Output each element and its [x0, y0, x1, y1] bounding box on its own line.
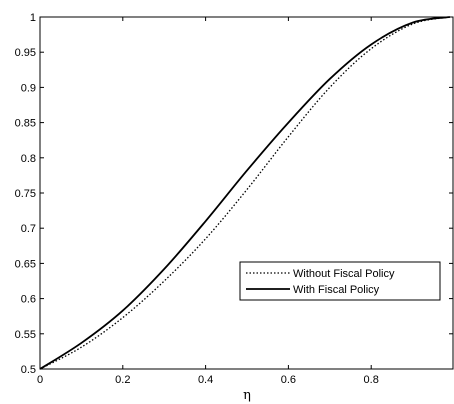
- y-tick-label: 0.95: [15, 47, 36, 59]
- y-tick-label: 0.85: [15, 118, 36, 130]
- y-tick-label: 0.55: [15, 329, 36, 341]
- legend: Without Fiscal Policy With Fiscal Policy: [239, 261, 441, 301]
- x-tick-label: 0.6: [281, 374, 296, 386]
- y-tick-label: 0.75: [15, 188, 36, 200]
- legend-label: With Fiscal Policy: [293, 284, 380, 296]
- y-tick-label: 0.65: [15, 258, 36, 270]
- x-tick-label: 0.4: [198, 374, 213, 386]
- series-line-with-fiscal-policy: [39, 16, 450, 370]
- y-axis-ticks: 0.5 0.55 0.6 0.65 0.7 0.75 0.8 0.85 0.9 0.95 1: [15, 12, 453, 376]
- x-tick-label: 0: [37, 374, 43, 386]
- y-tick-label: 0.8: [21, 153, 36, 165]
- legend-label: Without Fiscal Policy: [293, 268, 395, 280]
- y-tick-label: 0.7: [21, 223, 36, 235]
- y-tick-label: 0.9: [21, 82, 36, 94]
- plot-area: [40, 17, 453, 369]
- y-tick-label: 0.6: [21, 294, 36, 306]
- x-axis-label: η: [243, 388, 251, 403]
- x-tick-label: 0.2: [115, 374, 130, 386]
- series-lines: [39, 16, 450, 370]
- x-axis-ticks: 0 0.2 0.4 0.6 0.8: [37, 17, 379, 386]
- legend-box: [239, 261, 441, 301]
- x-tick-label: 0.8: [364, 374, 379, 386]
- y-tick-label: 1: [30, 12, 36, 24]
- series-line-without-fiscal-policy: [39, 16, 450, 370]
- y-tick-label: 0.5: [21, 364, 36, 376]
